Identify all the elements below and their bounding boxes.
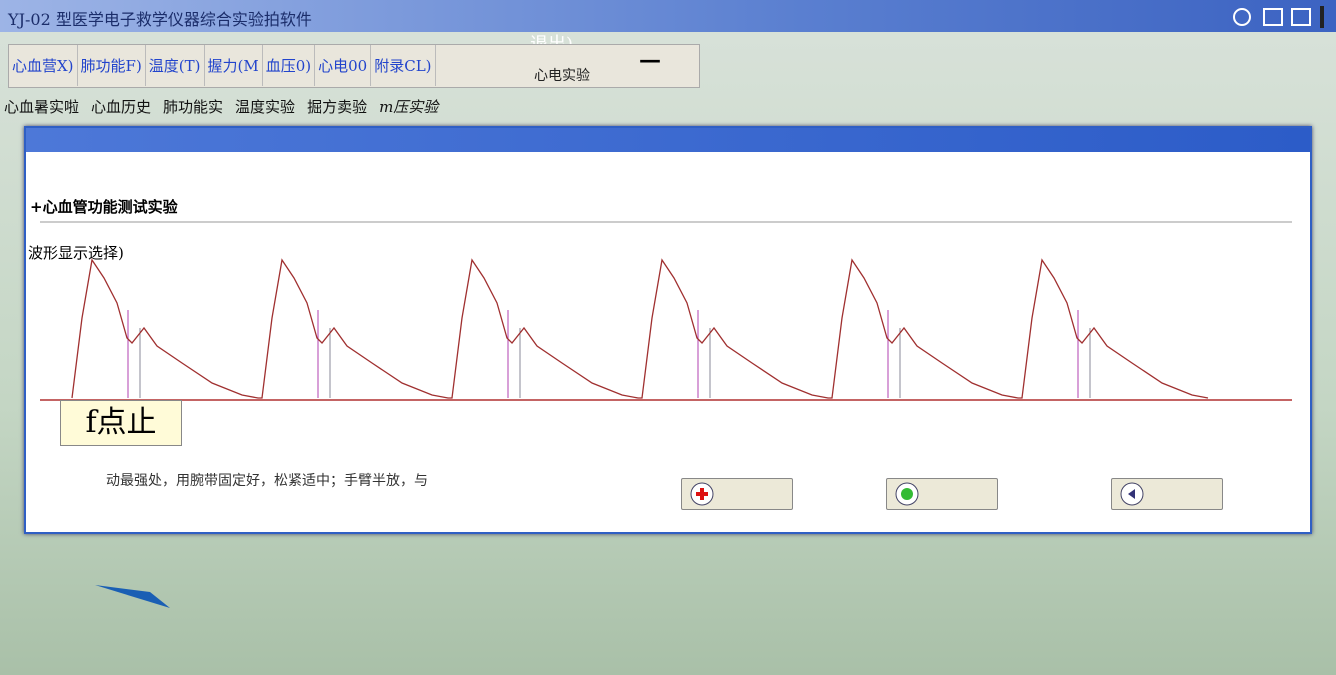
minimize-button[interactable]: — — [639, 47, 661, 73]
menu-item[interactable]: 心血营X) — [9, 45, 78, 86]
toolbar-button[interactable]: 心电实验 — [534, 65, 590, 85]
waveform — [72, 260, 1208, 398]
instruction-text: 动最强处，用腕带固定好，松紧适中；手臂半放，与 — [106, 470, 428, 490]
tab-row: 心血暑实啦心血历史肺功能实温度实验掘方卖验 m压实验 — [4, 96, 450, 117]
dialog: +心血管功能测试实验 波形显示选择) f点止 动最强处，用腕带固定好，松紧适中；… — [24, 126, 1312, 534]
logo — [90, 580, 190, 620]
tab[interactable]: m压实验 — [379, 98, 438, 116]
pulse-trace — [72, 260, 1208, 398]
dialog-heading: +心血管功能测试实验 — [30, 196, 178, 217]
tab[interactable]: 心血历史 — [91, 98, 151, 116]
title-bar: YJ-02 型医学电子救学仪器综合实验拍软件 退出) — [0, 0, 1336, 32]
back-button[interactable] — [1111, 478, 1223, 510]
menu-item[interactable]: 握力(M — [205, 45, 263, 86]
menu-item[interactable]: 心电00 — [315, 45, 371, 86]
add-button[interactable] — [681, 478, 793, 510]
tab[interactable]: 掘方卖验 — [307, 98, 367, 116]
menu-item[interactable]: 附录CL) — [371, 45, 435, 86]
tab[interactable]: 肺功能实 — [163, 98, 223, 116]
menu-item[interactable]: 温度(T) — [146, 45, 205, 86]
stop-button[interactable]: f点止 — [60, 400, 182, 446]
waveform-panel — [26, 218, 1310, 438]
record-button[interactable] — [886, 478, 998, 510]
menu-item[interactable]: 血压0) — [263, 45, 315, 86]
dialog-title-bar — [26, 128, 1310, 152]
tab[interactable]: 心血暑实啦 — [4, 98, 79, 116]
tab[interactable]: 温度实验 — [235, 98, 295, 116]
window-controls[interactable] — [1230, 6, 1330, 28]
app-window: YJ-02 型医学电子救学仪器综合实验拍软件 退出) 心血营X)肺功能F)温度(… — [0, 0, 1336, 675]
menu-item[interactable]: 肺功能F) — [78, 45, 146, 86]
window-title: YJ-02 型医学电子救学仪器综合实验拍软件 — [8, 6, 312, 30]
